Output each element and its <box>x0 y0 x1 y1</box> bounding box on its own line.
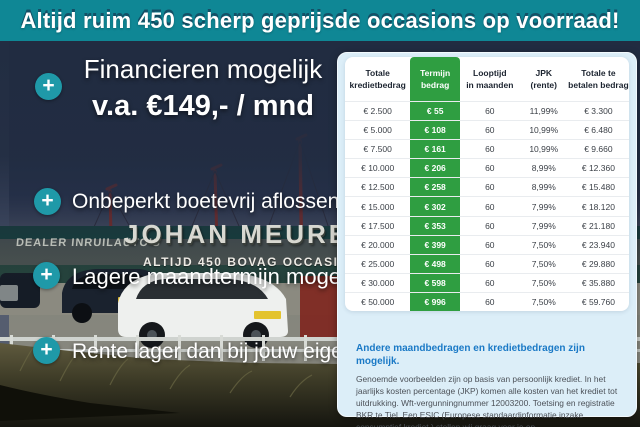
column-header: Looptijd in maanden <box>466 67 514 90</box>
table-cell: 60 <box>485 201 495 212</box>
table-cell: € 3.300 <box>584 106 613 117</box>
table-cell: € 7.500 <box>363 144 392 155</box>
table-cell: 60 <box>485 220 495 231</box>
table-row: € 2.500 € 55 60 11,99% € 3.300 <box>345 101 629 121</box>
headline-line1: Financieren mogelijk <box>83 54 323 84</box>
banner-text: Altijd ruim 450 scherp geprijsde occasio… <box>20 7 620 33</box>
table-row: € 5.000 € 108 60 10,99% € 6.480 <box>345 120 629 140</box>
column-header: Totale kredietbedrag <box>349 67 406 90</box>
card-footer: Andere maandbedragen en kredietbedragen … <box>338 342 636 427</box>
table-row: € 20.000 € 399 60 7,50% € 23.940 <box>345 234 629 254</box>
table-row: € 30.000 € 598 60 7,50% € 35.880 <box>345 272 629 292</box>
table-cell: 8,99% <box>531 163 556 174</box>
table-cell: € 21.180 <box>581 220 615 231</box>
table-cell: € 598 <box>410 273 460 292</box>
bullet-item: Lagere maandtermijn mogelijk <box>72 264 367 289</box>
table-cell: 7,99% <box>531 220 556 231</box>
table-row: € 17.500 € 353 60 7,99% € 21.180 <box>345 215 629 235</box>
bullet-item: Onbeperkt boetevrij aflossen <box>72 190 340 213</box>
column-header: Totale te betalen bedrag <box>568 67 629 90</box>
finance-card: Totale kredietbedrag Termijn bedrag Looptijd… <box>337 52 637 427</box>
table-cell: 60 <box>485 144 495 155</box>
table-cell: € 30.000 <box>361 277 395 288</box>
table-cell: 7,50% <box>531 239 556 250</box>
table-cell: 60 <box>485 296 495 307</box>
table-cell: € 6.480 <box>584 125 613 136</box>
table-cell: € 55 <box>410 102 460 121</box>
table-cell: 60 <box>485 182 495 193</box>
table-cell: € 5.000 <box>363 125 392 136</box>
table-header-row: Totale kredietbedrag Termijn bedrag Looptijd… <box>345 57 629 101</box>
table-cell: € 9.660 <box>584 144 613 155</box>
table-cell: 60 <box>485 106 495 117</box>
table-cell: € 302 <box>410 197 460 216</box>
plus-icon: + <box>34 188 61 215</box>
building-sign-slogan: ALTIJD 450 BOVAG OCCASIONS <box>143 255 369 269</box>
table-cell: € 20.000 <box>361 239 395 250</box>
table-row: € 25.000 € 498 60 7,50% € 29.880 <box>345 253 629 273</box>
table-cell: € 18.120 <box>581 201 615 212</box>
table-cell: € 59.760 <box>581 296 615 307</box>
table-row: € 15.000 € 302 60 7,99% € 18.120 <box>345 196 629 216</box>
table-row: € 12.500 € 258 60 8,99% € 15.480 <box>345 177 629 197</box>
building-sign-big: JOHAN MEURE <box>124 219 350 249</box>
table-cell: € 498 <box>410 254 460 273</box>
table-cell: 11,99% <box>529 106 558 117</box>
plus-icon: + <box>35 73 62 100</box>
table-cell: 7,50% <box>531 258 556 269</box>
column-header: Termijn bedrag <box>410 57 460 101</box>
table-row: € 7.500 € 161 60 10,99% € 9.660 <box>345 139 629 159</box>
table-cell: € 15.480 <box>581 182 615 193</box>
table-row: € 50.000 € 996 60 7,50% € 59.760 <box>345 291 629 312</box>
plus-icon: + <box>33 262 60 289</box>
footer-disclaimer: Genoemde voorbeelden zijn op basis van p… <box>356 374 618 427</box>
table-cell: 60 <box>485 258 495 269</box>
plus-icon: + <box>33 337 60 364</box>
column-header: JPK (rente) <box>530 67 557 90</box>
table-cell: 7,50% <box>531 296 556 307</box>
bullet-item: Rente lager dan bij jouw eigen bank <box>72 340 406 363</box>
table-cell: € 29.880 <box>581 258 615 269</box>
table-cell: € 258 <box>410 178 460 197</box>
table-cell: € 108 <box>410 121 460 140</box>
table-cell: 7,99% <box>531 201 556 212</box>
table-cell: € 25.000 <box>361 258 395 269</box>
table-cell: € 206 <box>410 159 460 178</box>
table-cell: € 15.000 <box>361 201 395 212</box>
table-cell: € 23.940 <box>581 239 615 250</box>
table-body: € 2.500 € 55 60 11,99% € 3.300 € 5.000 € 108 60… <box>345 101 629 312</box>
table-cell: 60 <box>485 239 495 250</box>
table-cell: € 10.000 <box>361 163 395 174</box>
table-cell: 60 <box>485 277 495 288</box>
table-cell: 8,99% <box>531 182 556 193</box>
table-cell: 10,99% <box>529 144 559 155</box>
headline-line2: v.a. €149,- / mnd <box>92 90 314 122</box>
table-cell: € 161 <box>410 140 460 159</box>
footer-heading: Andere maandbedragen en kredietbedragen … <box>356 343 585 368</box>
table-cell: € 399 <box>410 235 460 254</box>
table-cell: 10,99% <box>529 125 559 136</box>
table-row: € 10.000 € 206 60 8,99% € 12.360 <box>345 158 629 178</box>
table-cell: € 50.000 <box>361 296 395 307</box>
table-cell: 60 <box>485 125 495 136</box>
table-cell: 7,50% <box>531 277 556 288</box>
table-cell: 60 <box>485 163 495 174</box>
headline: Financieren mogelijk v.a. €149,- / mnd <box>72 54 334 123</box>
table-cell: € 353 <box>410 216 460 235</box>
table-cell: € 2.500 <box>363 106 392 117</box>
table-cell: € 12.500 <box>361 182 395 193</box>
table-cell: € 17.500 <box>361 220 395 231</box>
top-banner: Altijd ruim 450 scherp geprijsde occasio… <box>0 0 640 41</box>
finance-table: Totale kredietbedrag Termijn bedrag Looptijd… <box>345 57 629 312</box>
table-cell: € 996 <box>410 292 460 312</box>
table-cell: € 12.360 <box>581 163 615 174</box>
table-cell: € 35.880 <box>581 277 615 288</box>
